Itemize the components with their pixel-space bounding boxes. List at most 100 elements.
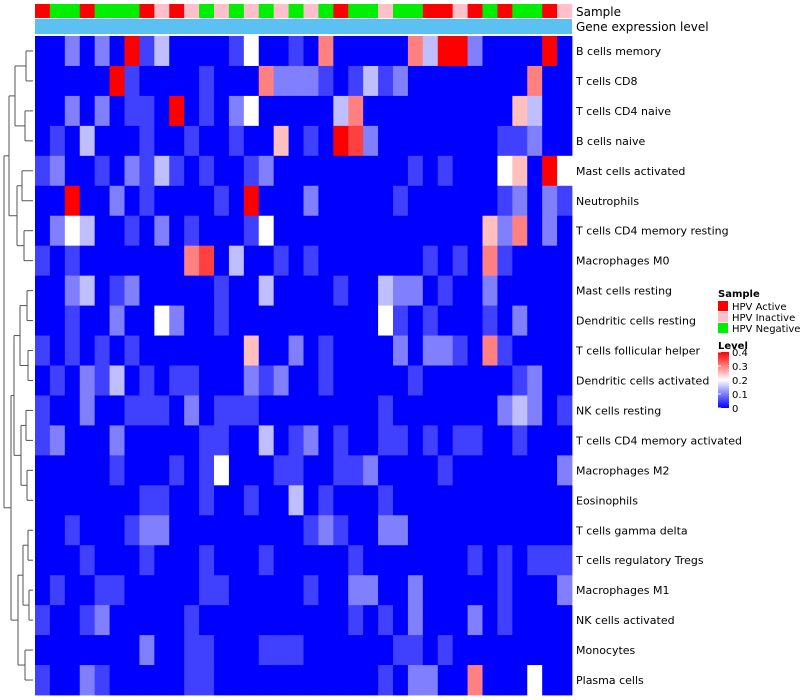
heatmap-cell <box>49 545 66 576</box>
heatmap-cell <box>94 125 110 157</box>
heatmap-cell <box>527 305 543 336</box>
heatmap-cell <box>35 575 51 606</box>
heatmap-cell <box>512 575 528 606</box>
heatmap-cell <box>348 215 364 247</box>
heatmap-cell <box>407 575 424 606</box>
legend-swatch <box>718 312 728 322</box>
heatmap-cell <box>184 65 200 97</box>
row-label: Eosinophils <box>576 494 638 507</box>
heatmap-cell <box>214 515 230 546</box>
heatmap-cell <box>214 425 230 456</box>
heatmap-cell <box>422 665 439 696</box>
heatmap-cell <box>348 515 364 546</box>
heatmap-cell <box>348 365 364 396</box>
heatmap-cell <box>557 515 573 546</box>
heatmap-cell <box>243 275 260 306</box>
heatmap-cell <box>557 36 573 67</box>
heatmap-cell <box>482 215 498 247</box>
heatmap-cell <box>437 335 454 366</box>
heatmap-cell <box>527 635 543 666</box>
heatmap-cell <box>139 365 155 396</box>
heatmap-cell <box>512 65 528 97</box>
heatmap-cell <box>467 95 483 127</box>
heatmap-cell <box>49 36 66 67</box>
heatmap-cell <box>169 245 185 277</box>
heatmap-cell <box>154 155 170 187</box>
heatmap-cell <box>303 665 319 696</box>
heatmap-cell <box>169 635 185 666</box>
heatmap-cell <box>79 245 96 277</box>
heatmap-cell <box>124 575 140 606</box>
heatmap-cell <box>363 185 379 217</box>
heatmap-cell <box>199 65 215 97</box>
row-label: NK cells activated <box>576 614 675 627</box>
heatmap-cell <box>79 275 96 306</box>
heatmap-cell <box>94 575 110 606</box>
heatmap-cell <box>49 395 66 426</box>
heatmap-cell <box>94 95 110 127</box>
heatmap-cell <box>124 425 140 456</box>
heatmap-cell <box>109 395 125 426</box>
heatmap-cell <box>512 665 528 696</box>
heatmap-cell <box>557 395 573 426</box>
heatmap-cell <box>303 155 319 187</box>
heatmap-cell <box>109 36 125 67</box>
heatmap-cell <box>109 485 125 516</box>
heatmap-cell <box>467 545 483 576</box>
heatmap-cell <box>437 215 454 247</box>
heatmap-cell <box>288 395 304 426</box>
heatmap-cell <box>422 485 439 516</box>
heatmap-cell <box>154 245 170 277</box>
heatmap-cell <box>49 65 66 97</box>
heatmap-cell <box>527 36 543 67</box>
heatmap-cell <box>169 485 185 516</box>
heatmap-cell <box>154 485 170 516</box>
heatmap-cell <box>109 215 125 247</box>
heatmap-cell <box>64 665 81 696</box>
heatmap-cell <box>273 485 289 516</box>
heatmap-cell <box>64 425 81 456</box>
heatmap-cell <box>64 365 81 396</box>
heatmap-cell <box>169 455 185 486</box>
heatmap-cell <box>497 635 513 666</box>
heatmap-cell <box>407 185 424 217</box>
heatmap-cell <box>557 575 573 606</box>
heatmap-cell <box>79 665 96 696</box>
heatmap-cell <box>139 335 155 366</box>
heatmap-cell <box>243 95 260 127</box>
heatmap-cell <box>64 65 81 97</box>
heatmap-cell <box>422 305 439 336</box>
heatmap-cell <box>288 515 304 546</box>
heatmap-cell <box>557 485 573 516</box>
heatmap-cell <box>49 575 66 606</box>
heatmap-cell <box>303 455 319 486</box>
heatmap-cell <box>243 605 260 636</box>
heatmap-cell <box>109 545 125 576</box>
heatmap-cell <box>348 185 364 217</box>
heatmap-cell <box>542 185 558 217</box>
heatmap-cell <box>49 605 66 636</box>
heatmap-cell <box>378 95 394 127</box>
heatmap-cell <box>64 155 81 187</box>
heatmap-cell <box>35 245 51 277</box>
heatmap-cell <box>64 485 81 516</box>
heatmap-cell <box>273 36 289 67</box>
heatmap-cell <box>333 65 349 97</box>
heatmap-cell <box>318 275 334 306</box>
heatmap-cell <box>303 425 319 456</box>
heatmap-cell <box>393 635 409 666</box>
sample-annotation-cell <box>467 4 483 18</box>
heatmap-cell <box>154 185 170 217</box>
heatmap-cell <box>139 575 155 606</box>
heatmap-cell <box>512 515 528 546</box>
heatmap-cell <box>378 305 394 336</box>
heatmap-cell <box>109 155 125 187</box>
heatmap-cell <box>363 305 379 336</box>
heatmap-cell <box>482 335 498 366</box>
heatmap-cell <box>452 335 468 366</box>
heatmap-cell <box>348 245 364 277</box>
heatmap-cell <box>407 455 424 486</box>
heatmap-cell <box>452 245 468 277</box>
heatmap-cell <box>527 665 543 696</box>
heatmap-cell <box>437 575 454 606</box>
